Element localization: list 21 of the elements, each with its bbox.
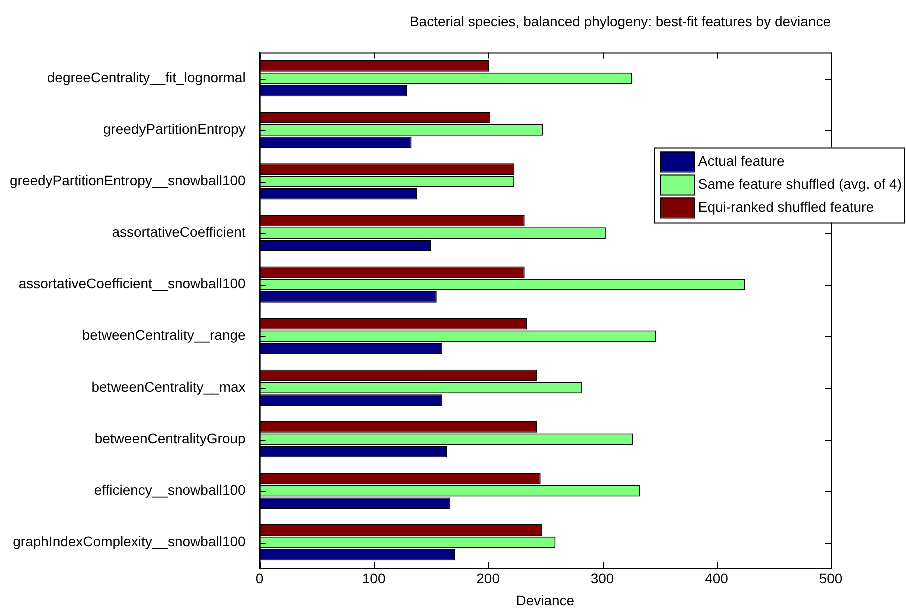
x-tick-label: 0 bbox=[256, 570, 264, 587]
x-tick-label: 200 bbox=[476, 570, 500, 587]
y-tick-label: degreeCentrality__fit_lognormal bbox=[47, 69, 246, 86]
y-tick-label: graphIndexComplexity__snowball100 bbox=[13, 533, 246, 550]
y-tick-label: assortativeCoefficient bbox=[112, 224, 246, 240]
y-tick-label: betweenCentrality__range bbox=[82, 327, 246, 344]
legend-label: Same feature shuffled (avg. of 4) bbox=[698, 176, 902, 192]
x-axis-title: Deviance bbox=[516, 592, 575, 608]
y-tick-label: betweenCentralityGroup bbox=[94, 430, 246, 446]
legend-label: Equi-ranked shuffled feature bbox=[698, 199, 874, 216]
x-tick-label: 400 bbox=[705, 570, 729, 587]
x-tick-label: 100 bbox=[362, 570, 386, 587]
legend-label: Actual feature bbox=[698, 153, 785, 170]
y-tick-label: greedyPartitionEntropy__snowball100 bbox=[10, 172, 246, 189]
y-tick-label: greedyPartitionEntropy bbox=[103, 121, 246, 137]
y-tick-label: betweenCentrality__max bbox=[92, 378, 246, 395]
chart-title: Bacterial species, balanced phylogeny: best-fit features by deviance bbox=[410, 13, 832, 30]
x-tick-label: 500 bbox=[819, 570, 843, 587]
y-tick-label: efficiency__snowball100 bbox=[94, 482, 246, 498]
y-tick-label: assortativeCoefficient__snowball100 bbox=[18, 276, 246, 292]
x-tick-label: 300 bbox=[590, 570, 614, 587]
